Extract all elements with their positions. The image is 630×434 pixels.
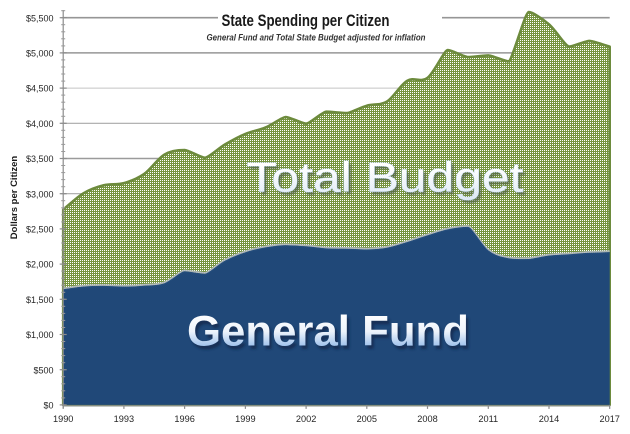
svg-text:General Fund: General Fund [187,308,469,356]
svg-text:Total Budget: Total Budget [247,153,524,200]
svg-text:General Fund and Total State B: General Fund and Total State Budget adju… [207,33,426,43]
svg-text:$3,500: $3,500 [26,154,54,164]
svg-text:$4,000: $4,000 [26,119,54,129]
svg-text:$2,500: $2,500 [26,225,54,235]
svg-text:$1,500: $1,500 [26,295,54,305]
svg-text:State Spending per Citizen: State Spending per Citizen [222,11,390,30]
svg-text:1999: 1999 [235,414,255,424]
svg-text:1990: 1990 [53,414,73,424]
svg-text:1993: 1993 [114,414,134,424]
svg-text:$5,500: $5,500 [26,13,54,23]
svg-text:General Fund: General Fund [189,311,471,359]
svg-text:2008: 2008 [417,414,437,424]
svg-text:$1,000: $1,000 [26,330,54,340]
svg-text:2011: 2011 [478,414,498,424]
svg-text:$3,000: $3,000 [26,189,54,199]
svg-text:Total Budget: Total Budget [249,157,526,204]
svg-text:2017: 2017 [599,414,619,424]
svg-text:$0: $0 [43,401,53,411]
svg-text:2002: 2002 [296,414,316,424]
svg-text:$500: $500 [33,365,53,375]
svg-text:1996: 1996 [174,414,194,424]
svg-text:$2,000: $2,000 [26,260,54,270]
svg-text:$4,500: $4,500 [26,84,54,94]
svg-text:2014: 2014 [539,414,559,424]
svg-text:Dollars per Citizen: Dollars per Citizen [9,156,20,240]
svg-text:2005: 2005 [357,414,377,424]
svg-text:$5,000: $5,000 [26,49,54,59]
